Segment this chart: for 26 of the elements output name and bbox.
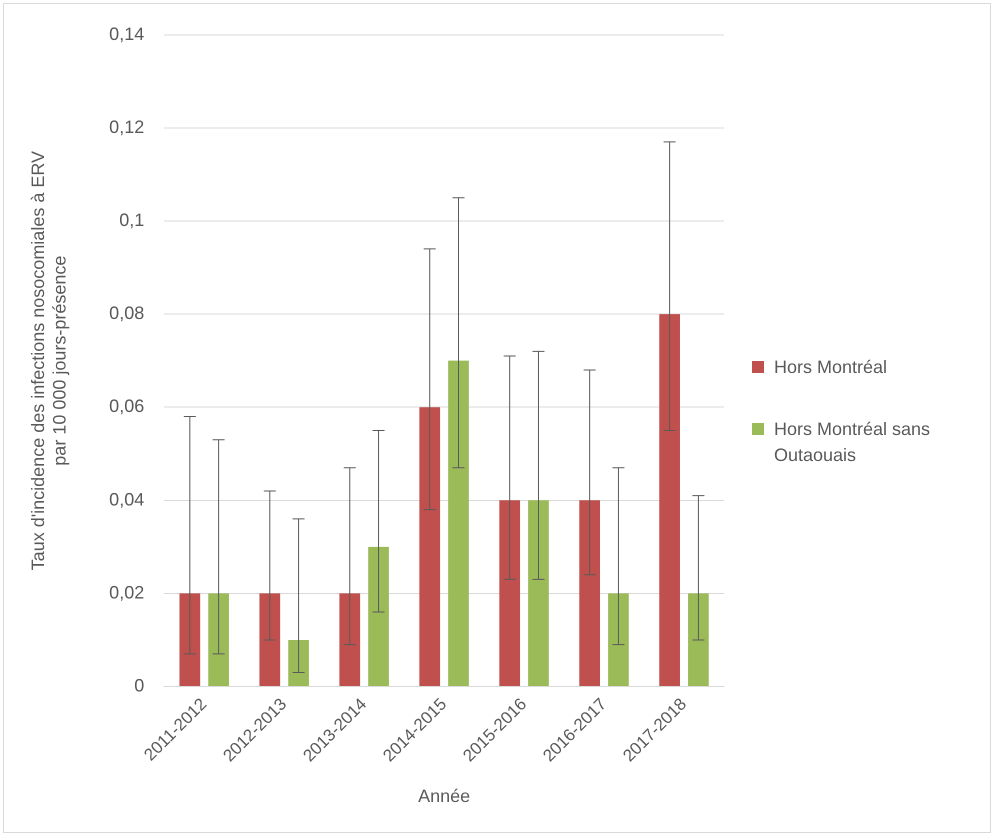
y-axis-title: Taux d'incidence des infections nosocomiales à ERV par 10 000 jours-présence (28, 150, 70, 570)
y-tick-label: 0,04 (109, 489, 144, 510)
y-tick-label: 0,14 (109, 24, 144, 44)
y-tick-label: 0,08 (109, 303, 144, 324)
bar (368, 546, 389, 686)
y-tick-label: 0,12 (109, 116, 144, 137)
bar (339, 593, 360, 686)
y-tick-label: 0,06 (109, 396, 144, 416)
bar (499, 500, 520, 686)
bar (688, 593, 709, 686)
bar (659, 314, 680, 686)
bar (608, 593, 629, 686)
bar (179, 593, 200, 686)
bar (528, 500, 549, 686)
legend-label: Hors Montréal (774, 356, 888, 379)
bar (419, 407, 440, 686)
x-axis-title: Année (418, 786, 470, 806)
bar (208, 593, 229, 686)
y-tick-label: 0 (134, 675, 144, 696)
legend-label: Hors Montréal sans Outaouais (774, 418, 932, 467)
bar (288, 640, 309, 686)
bar (579, 500, 600, 686)
y-tick-label: 0,02 (109, 582, 144, 602)
bar (259, 593, 280, 686)
bar (448, 360, 469, 686)
y-tick-label: 0,1 (119, 210, 144, 230)
